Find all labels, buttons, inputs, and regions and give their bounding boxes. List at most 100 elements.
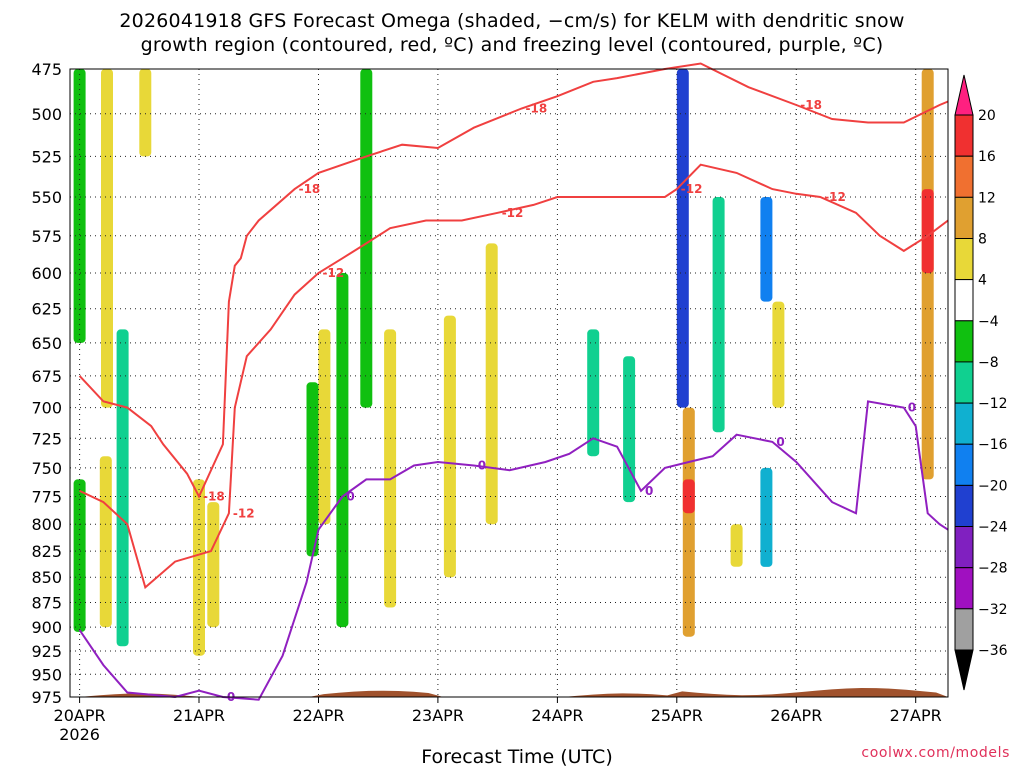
colorbar-label: 8 — [978, 232, 987, 248]
omega-shade — [139, 69, 152, 157]
colorbar-label: 12 — [978, 190, 996, 206]
x-tick-label: 22APR — [292, 706, 344, 725]
y-tick-label: 650 — [31, 334, 62, 353]
y-tick-label: 900 — [31, 618, 62, 637]
y-tick-label: 575 — [31, 227, 62, 246]
y-tick-label: 850 — [31, 568, 62, 587]
y-tick-label: 675 — [31, 367, 62, 386]
omega-shade — [443, 315, 456, 578]
colorbar-label: −36 — [978, 643, 1008, 659]
surface-terrain — [70, 688, 948, 697]
y-tick-label: 950 — [31, 665, 62, 684]
y-tick-label: 525 — [31, 147, 62, 166]
colorbar-box — [954, 443, 974, 486]
y-tick-label: 625 — [31, 300, 62, 319]
contour-label: -18 — [526, 102, 548, 116]
colorbar-label: −32 — [978, 602, 1008, 618]
y-tick-label: 800 — [31, 515, 62, 534]
y-tick-label: 750 — [31, 459, 62, 478]
contour-label: -12 — [681, 182, 703, 196]
colorbar-label: −20 — [978, 478, 1008, 494]
omega-shade — [101, 69, 113, 408]
colorbar-label: −4 — [978, 314, 999, 330]
colorbar-box — [954, 196, 974, 240]
y-tick-label: 550 — [31, 188, 62, 207]
contour-label: 0 — [478, 459, 486, 473]
omega-shade — [306, 382, 319, 557]
omega-shade — [682, 479, 695, 514]
x-tick-label: 27APR — [890, 706, 942, 725]
x-tick-label: 24APR — [531, 706, 583, 725]
omega-shade — [682, 407, 695, 637]
contour-label: -12 — [233, 506, 255, 520]
contour-line — [78, 62, 949, 499]
x-tick-label: 23APR — [412, 706, 464, 725]
chart-title-line-2: growth region (contoured, red, ºC) and f… — [140, 34, 884, 56]
omega-shade — [772, 301, 785, 408]
y-tick-label: 925 — [31, 642, 62, 661]
x-tick-label: 20APR — [54, 706, 106, 725]
x-tick-label: 21APR — [173, 706, 225, 725]
colorbar-box — [954, 361, 974, 404]
y-tick-label: 475 — [31, 60, 62, 79]
x-tick-label: 25APR — [651, 706, 703, 725]
y-tick-label: 875 — [31, 594, 62, 613]
omega-shade — [760, 467, 773, 567]
colorbar-label: −8 — [978, 355, 999, 371]
colorbar-box — [954, 320, 974, 363]
colorbar-box — [954, 114, 974, 157]
colorbar-top-triangle — [954, 74, 974, 116]
omega-shade — [99, 456, 112, 628]
omega-shade — [921, 69, 934, 480]
colorbar-box — [954, 608, 974, 651]
colorbar-box — [954, 484, 974, 528]
colorbar-box — [954, 402, 974, 445]
colorbar-label: −16 — [978, 437, 1008, 453]
omega-shade — [676, 69, 689, 408]
contour-label: -18 — [299, 182, 321, 196]
colorbar-box — [954, 155, 974, 198]
plot-frame — [69, 68, 949, 698]
colorbar-label: 4 — [978, 273, 987, 289]
colorbar-label: −24 — [978, 520, 1008, 536]
omega-shade — [712, 197, 725, 433]
omega-shade — [207, 502, 220, 628]
credit-text: coolwx.com/models — [861, 745, 1010, 761]
y-tick-label: 975 — [31, 688, 62, 707]
contour-label: 0 — [645, 484, 653, 498]
chart-title-line-1: 2026041918 GFS Forecast Omega (shaded, −… — [119, 10, 905, 32]
x-axis-title: Forecast Time (UTC) — [421, 746, 613, 768]
omega-shade — [921, 189, 934, 274]
omega-shade — [384, 329, 397, 608]
omega-shade — [73, 479, 86, 632]
contour-label: -12 — [323, 266, 345, 280]
colorbar-label: −28 — [978, 561, 1008, 577]
contour-line — [78, 400, 949, 701]
y-tick-label: 700 — [31, 399, 62, 418]
y-tick-label: 775 — [31, 488, 62, 507]
colorbar-label: 16 — [978, 149, 996, 165]
contour-label: -18 — [203, 490, 225, 504]
contour-label: 0 — [776, 435, 784, 449]
colorbar-label: 20 — [978, 108, 996, 124]
omega-shade — [193, 479, 205, 656]
omega-shade — [318, 329, 331, 525]
y-tick-label: 725 — [31, 429, 62, 448]
y-tick-label: 500 — [31, 105, 62, 124]
omega-shade — [116, 329, 129, 647]
colorbar-box — [954, 279, 974, 322]
x-tick-label: 26APR — [770, 706, 822, 725]
y-tick-label: 600 — [31, 264, 62, 283]
contour-label: 0 — [908, 401, 916, 415]
omega-shade — [73, 69, 86, 343]
contour-label: -12 — [502, 206, 524, 220]
colorbar-box — [954, 238, 974, 281]
y-tick-label: 825 — [31, 542, 62, 561]
contour-line — [79, 163, 949, 590]
colorbar-box — [954, 526, 974, 569]
colorbar-label: −12 — [978, 396, 1008, 412]
omega-shade — [587, 329, 600, 457]
omega-shade — [360, 69, 373, 408]
colorbar-box — [954, 567, 974, 610]
